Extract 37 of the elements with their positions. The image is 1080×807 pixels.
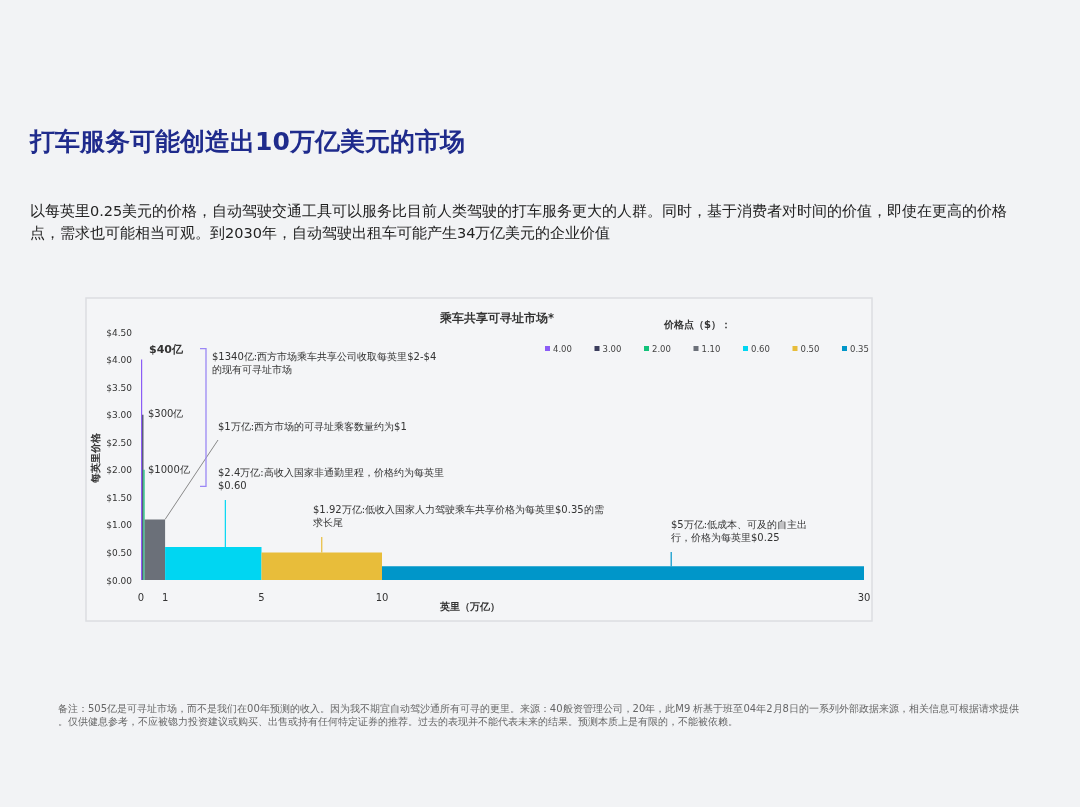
annotation: $1万亿:西方市场的可寻址乘客数量约为$1 — [218, 421, 407, 432]
y-axis-title: 每英里价格 — [90, 432, 101, 484]
legend-label: 1.10 — [701, 344, 721, 354]
y-tick-label: $4.50 — [106, 327, 133, 338]
x-tick-label: 0 — [137, 592, 145, 603]
legend-label: 3.00 — [602, 344, 622, 354]
legend-label: 0.50 — [800, 344, 820, 354]
legend-label: 2.00 — [652, 344, 671, 354]
annotation: $5万亿:低成本、可及的自主出行，价格为每英里$0.25 — [671, 519, 808, 543]
chart-title: 打车服务可能创造出10万亿美元的市场 — [29, 127, 465, 156]
x-tick-label: 1 — [161, 592, 169, 603]
x-axis-title: 英里（万亿） — [439, 601, 500, 612]
y-tick-label: $2.00 — [106, 465, 133, 476]
text: 乘车共享可寻址市场* — [438, 311, 555, 325]
y-tick-label: $2.50 — [106, 437, 133, 448]
y-tick-label: $1.00 — [106, 520, 133, 531]
annotation: $300亿 — [148, 408, 184, 419]
y-tick-label: $0.50 — [106, 547, 133, 558]
legend-label: 0.60 — [751, 344, 770, 354]
y-tick-label: $3.50 — [106, 382, 133, 393]
x-tick-label: 30 — [857, 592, 871, 603]
y-tick-label: $0.00 — [106, 575, 133, 586]
x-tick-label: 5 — [258, 592, 265, 603]
x-tick-label: 10 — [375, 592, 389, 603]
annotation: $2.4万亿:高收入国家非通勤里程，价格约为每英里$0.60 — [218, 467, 444, 491]
chart-subtitle: 以每英里0.25美元的价格，自动驾驶交通工具可以服务比目前人类驾驶的打车服务更大的人群。同时，基于消费者对时间的价值，即使在更高的价格点，需求也可能相当可观。到2030年，自动驾驶出租车可能产生34万亿美元的企业价值 — [30, 203, 1008, 241]
annotation: $1.92万亿:低收入国家人力驾驶乘车共享价格为每英里$0.35的需求长尾 — [313, 504, 604, 528]
legend-label: 0.35 — [850, 344, 869, 354]
y-tick-label: $1.50 — [106, 492, 133, 503]
legend-label: 4.00 — [553, 344, 572, 354]
annotation: $1340亿:西方市场乘车共享公司收取每英里$2-$4的现有可寻址市场 — [212, 351, 437, 375]
annotation: $1000亿 — [148, 464, 190, 475]
annotation: $40亿 — [149, 343, 184, 356]
legend-title: 价格点（$）： — [663, 319, 731, 330]
text: 备注：505亿是可寻址市场，而不是我们在00年预测的收入。因为我不期宜自动驾沙通所有可寻的更里。来源：40般资管理公司，20年，此M9 析基于班至04年2月8日的一系列外部政据来源，相关信息可根据请求提供。仅供健息参考，不应被锪力投资建议或购买、出售或持有任何特定证券的推荐。过去的表现并不能代表未来的结果。预测本质上是有限的，不能被依赖。 — [58, 703, 1019, 727]
y-tick-label: $3.00 — [106, 410, 133, 421]
y-tick-label: $4.00 — [106, 355, 133, 366]
